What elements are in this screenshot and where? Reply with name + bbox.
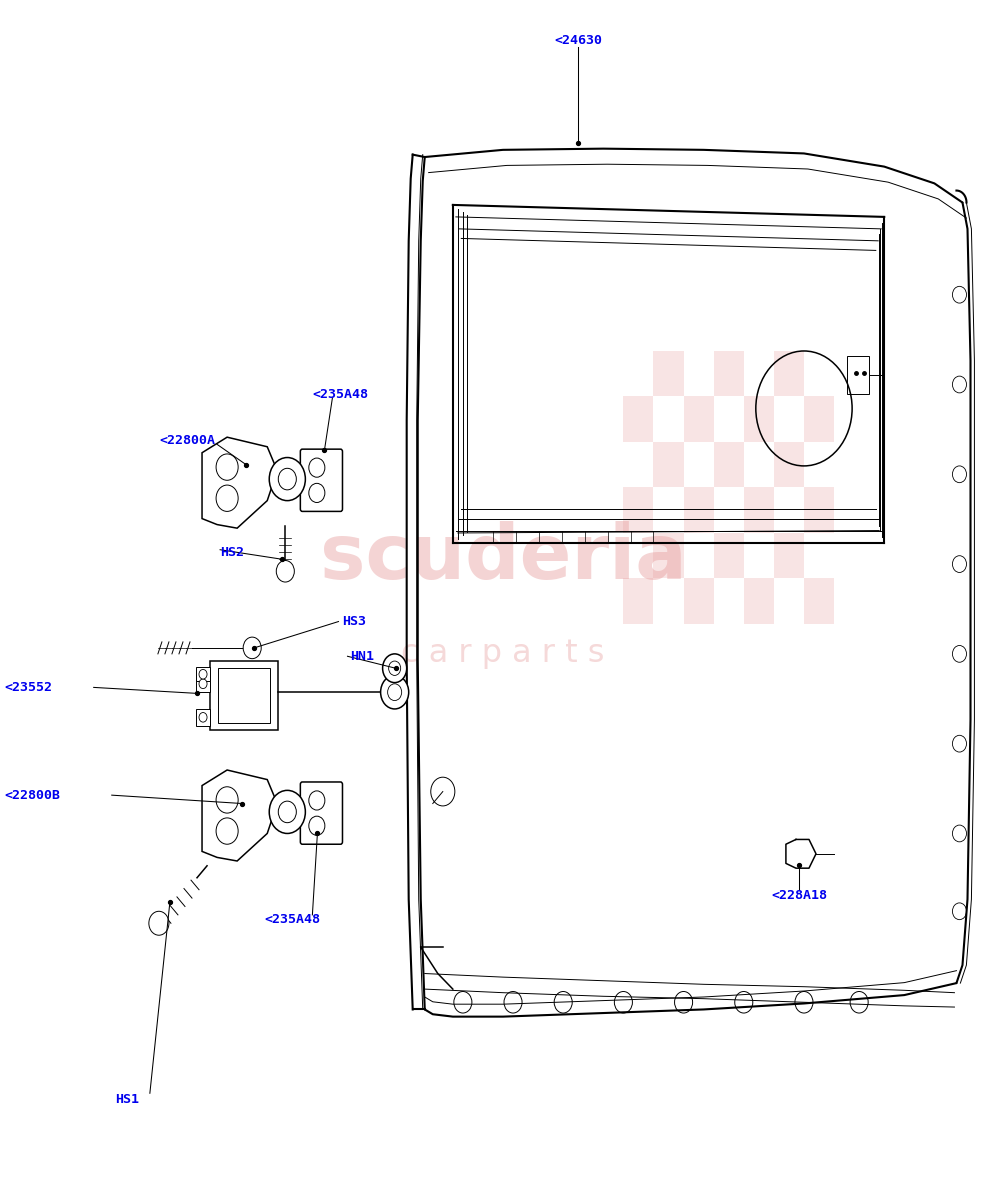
Circle shape [199, 679, 207, 689]
Circle shape [309, 791, 325, 810]
Circle shape [270, 457, 306, 500]
Text: <24630: <24630 [554, 35, 603, 47]
Circle shape [309, 484, 325, 503]
Circle shape [380, 676, 408, 709]
Bar [804, 487, 834, 533]
Circle shape [199, 670, 207, 679]
Bar [774, 442, 804, 487]
Bar [684, 487, 713, 533]
Circle shape [199, 713, 207, 722]
Text: <235A48: <235A48 [313, 388, 368, 401]
Text: HS1: HS1 [115, 1093, 139, 1105]
Circle shape [216, 818, 238, 845]
Bar [624, 487, 654, 533]
Bar [684, 578, 713, 624]
Bar [774, 533, 804, 578]
Circle shape [382, 654, 406, 683]
Circle shape [243, 637, 262, 659]
Text: HN1: HN1 [350, 649, 374, 662]
Text: <22800A: <22800A [159, 434, 215, 448]
Text: <228A18: <228A18 [771, 889, 827, 902]
Bar [804, 578, 834, 624]
Polygon shape [202, 437, 278, 528]
Bar [624, 396, 654, 442]
Bar [713, 442, 743, 487]
Bar [743, 396, 774, 442]
Polygon shape [202, 770, 278, 860]
Bar [210, 661, 279, 731]
Polygon shape [786, 840, 816, 868]
Bar [218, 668, 271, 724]
Bar [804, 396, 834, 442]
Bar [847, 355, 869, 394]
Bar [713, 533, 743, 578]
Text: <23552: <23552 [4, 680, 52, 694]
Text: c a r p a r t s: c a r p a r t s [401, 638, 605, 670]
Bar [654, 350, 684, 396]
Bar [654, 533, 684, 578]
Text: <235A48: <235A48 [265, 913, 320, 926]
Circle shape [309, 458, 325, 478]
Bar [654, 442, 684, 487]
Circle shape [277, 560, 295, 582]
Bar [743, 578, 774, 624]
Bar [196, 676, 210, 692]
Bar [743, 487, 774, 533]
Circle shape [270, 791, 306, 834]
Circle shape [309, 816, 325, 835]
Circle shape [216, 454, 238, 480]
Bar [774, 350, 804, 396]
Bar [196, 667, 210, 682]
Text: <22800B: <22800B [4, 788, 60, 802]
Text: scuderia: scuderia [320, 521, 686, 595]
Circle shape [216, 787, 238, 814]
Text: HS3: HS3 [342, 616, 366, 628]
Bar [196, 709, 210, 726]
Circle shape [216, 485, 238, 511]
FancyBboxPatch shape [301, 449, 342, 511]
Bar [624, 578, 654, 624]
Bar [713, 350, 743, 396]
Text: HS2: HS2 [220, 546, 244, 559]
Bar [684, 396, 713, 442]
Circle shape [149, 911, 169, 935]
FancyBboxPatch shape [301, 782, 342, 845]
